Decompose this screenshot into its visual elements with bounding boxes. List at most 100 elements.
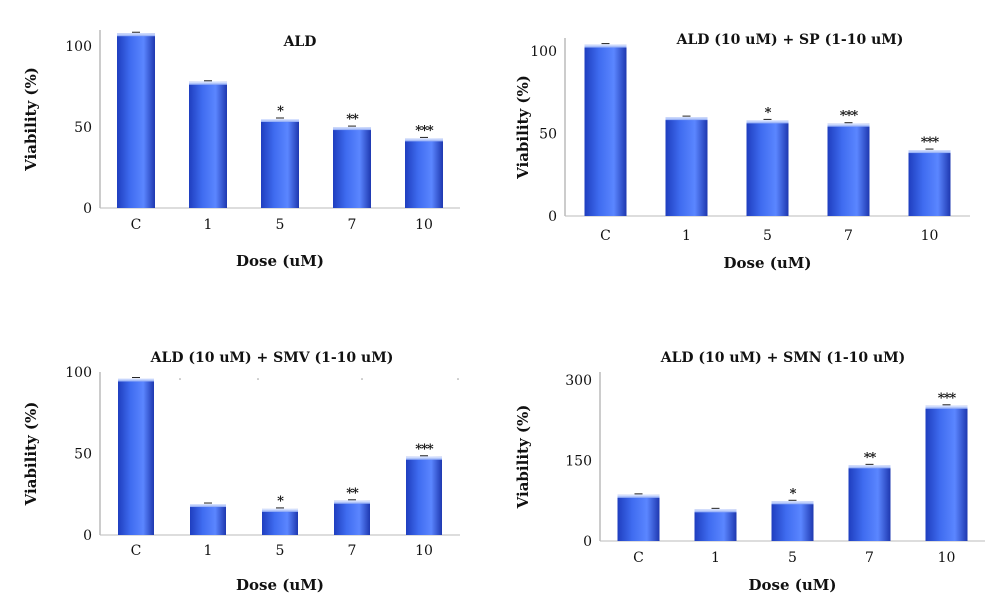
x-axis-label: Dose (uM) [749,576,837,594]
bar-cap [334,500,370,504]
y-axis-label: Viability (%) [22,402,40,507]
significance-label: * [765,105,772,120]
x-axis-label: Dose (uM) [236,576,324,594]
bar-cap [117,33,155,37]
bar-C [617,494,660,541]
bar-10 [406,456,442,535]
gridline-marker [257,378,259,380]
x-axis-label: Dose (uM) [236,252,324,270]
y-axis-label: Viability (%) [514,405,532,510]
significance-label: *** [415,442,434,457]
bar-1 [190,504,226,535]
y-tick-label: 0 [548,209,557,225]
bar-cap [827,123,870,127]
x-tick-label: 5 [788,550,797,566]
bar-10 [405,138,443,208]
bar-5 [746,120,789,216]
bar-cap [406,456,442,460]
significance-label: ** [346,486,359,501]
y-tick-label: 100 [65,39,92,55]
significance-label: *** [840,109,859,124]
gridline-marker [179,378,181,380]
significance-label: *** [921,135,940,150]
bar-10 [925,405,968,541]
x-tick-label: 7 [844,228,853,244]
y-axis-label: Viability (%) [22,67,40,172]
bar-cap [189,81,227,85]
bar-5 [261,119,299,208]
significance-label: * [790,486,797,501]
bar-C [584,44,627,217]
bar-cap [333,127,371,131]
y-tick-label: 150 [565,454,592,470]
x-tick-label: 5 [276,217,285,233]
y-tick-label: 50 [74,447,92,463]
x-tick-label: 7 [865,550,874,566]
bar-cap [848,465,891,469]
x-tick-label: 1 [204,543,213,559]
chart-title: ALD [283,34,317,50]
y-tick-label: 0 [583,534,592,550]
bar-10 [908,150,951,216]
x-tick-label: 1 [682,228,691,244]
bar-cap [665,117,708,121]
bar-cap [584,44,627,48]
y-tick-label: 50 [74,120,92,136]
chart-title: ALD (10 uM) + SP (1-10 uM) [676,32,904,48]
bar-7 [334,500,370,535]
y-tick-label: 300 [565,373,592,389]
x-tick-label: 7 [348,217,357,233]
bar-cap [694,509,737,513]
bar-5 [262,508,298,535]
significance-label: *** [415,123,434,138]
y-tick-label: 100 [530,44,557,60]
x-tick-label: 1 [711,550,720,566]
bar-cap [118,378,154,382]
chart-panel-2: ALD (10 uM) + SP (1-10 uM) 0 50 100 C 1 5 * 7 ***… [514,32,970,272]
x-tick-label: C [633,550,644,566]
gridline-marker [361,378,363,380]
bar-cap [771,501,814,505]
y-tick-label: 0 [83,201,92,217]
bar-7 [333,127,371,208]
y-axis-label: Viability (%) [514,75,532,180]
bar-1 [694,509,737,541]
bar-5 [771,501,814,541]
bar-cap [190,504,226,508]
x-tick-label: 10 [415,217,433,233]
x-tick-label: C [600,228,611,244]
significance-label: * [277,104,284,119]
bar-cap [925,405,968,409]
x-tick-label: 1 [204,217,213,233]
x-tick-label: C [131,543,142,559]
bar-C [117,33,155,209]
y-tick-label: 0 [83,528,92,544]
chart-title: ALD (10 uM) + SMV (1-10 uM) [150,350,394,366]
x-axis-label: Dose (uM) [724,254,812,272]
bar-1 [189,81,227,208]
chart-panel-4: ALD (10 uM) + SMN (1-10 uM) 0 150 300 C 1 5 * 7 *… [514,350,985,594]
x-tick-label: 10 [921,228,939,244]
bar-C [118,378,154,535]
x-tick-label: 5 [763,228,772,244]
chart-panel-3: ALD (10 uM) + SMV (1-10 uM) 0 50 100 C 1 5 * 7 **… [22,350,460,594]
x-tick-label: 10 [938,550,956,566]
x-tick-label: C [131,217,142,233]
significance-label: ** [346,112,359,127]
bar-7 [827,123,870,216]
bar-7 [848,465,891,541]
x-tick-label: 7 [348,543,357,559]
bar-cap [746,120,789,124]
significance-label: * [277,494,284,509]
significance-label: ** [864,450,877,465]
y-tick-label: 100 [65,365,92,381]
bar-cap [617,494,660,498]
bar-cap [908,150,951,154]
x-tick-label: 10 [415,543,433,559]
significance-label: *** [938,391,957,406]
bar-cap [261,119,299,122]
x-tick-label: 5 [276,543,285,559]
bar-cap [262,508,298,512]
chart-panel-1: ALD 0 50 100 C 1 5 * 7 ** 10 *** Dose (uM) Viability … [22,30,460,270]
